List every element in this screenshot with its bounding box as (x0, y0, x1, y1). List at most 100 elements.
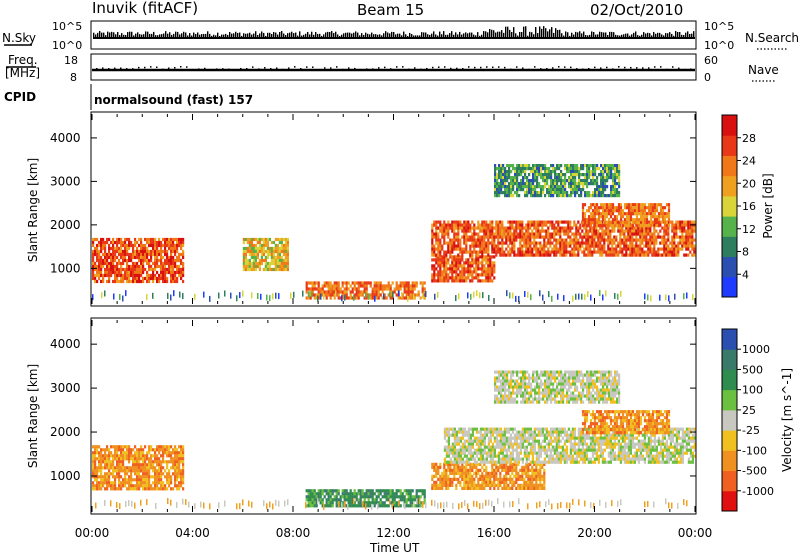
range-gate-cell (136, 267, 139, 272)
range-gate-cell (110, 460, 113, 464)
range-gate-cell (108, 252, 111, 257)
range-gate-cell (367, 281, 370, 285)
ground-scatter-cell (194, 293, 196, 300)
range-gate-cell (593, 218, 597, 222)
range-gate-cell (453, 468, 456, 472)
range-gate-cell (315, 501, 318, 505)
range-gate-cell (560, 170, 563, 174)
range-gate-cell (475, 244, 478, 248)
noise-bar (107, 31, 109, 38)
range-gate-cell (599, 244, 602, 248)
range-gate-cell (98, 457, 101, 461)
range-gate-cell (585, 244, 588, 248)
range-gate-cell (504, 182, 507, 186)
range-gate-cell (130, 481, 133, 485)
range-gate-cell (441, 258, 444, 262)
range-gate-cell (616, 164, 619, 168)
range-gate-cell (621, 232, 624, 236)
range-gate-cell (651, 250, 654, 254)
range-gate-cell (591, 218, 595, 222)
range-gate-cell (587, 229, 590, 233)
range-gate-cell (655, 215, 659, 219)
range-gate-cell (535, 226, 538, 230)
range-gate-cell (176, 276, 179, 281)
range-gate-cell (110, 273, 113, 278)
range-gate-cell (156, 478, 159, 482)
range-gate-cell (170, 261, 173, 266)
range-gate-cell (433, 279, 436, 283)
range-gate-cell (569, 220, 572, 224)
range-gate-cell (566, 179, 569, 183)
noise-bar (137, 32, 139, 38)
range-gate-cell (433, 276, 436, 280)
range-gate-cell (601, 209, 605, 213)
range-gate-cell (112, 237, 115, 242)
range-gate-cell (595, 232, 598, 236)
range-gate-cell (92, 249, 95, 254)
range-gate-cell (379, 489, 382, 493)
ground-scatter-cell (563, 295, 565, 302)
noise-bar (645, 33, 647, 38)
range-gate-cell (457, 223, 460, 227)
range-gate-cell (180, 457, 183, 461)
range-gate-cell (584, 176, 587, 180)
range-gate-cell (661, 215, 665, 219)
range-gate-cell (473, 232, 476, 236)
range-gate-cell (475, 250, 478, 254)
range-gate-cell (443, 477, 446, 481)
noise-bar (435, 34, 437, 38)
range-gate-cell (435, 241, 438, 245)
range-gate-cell (545, 235, 548, 239)
range-gate-cell (286, 258, 289, 263)
range-gate-cell (504, 173, 507, 177)
range-gate-cell (479, 235, 482, 239)
range-gate-cell (118, 487, 121, 491)
range-gate-cell (166, 255, 169, 260)
nave-label: Nave (748, 63, 779, 77)
range-gate-cell (560, 188, 563, 192)
range-gate-cell (94, 264, 97, 269)
range-gate-cell (532, 173, 535, 177)
range-gate-cell (645, 218, 649, 222)
range-gate-cell (457, 468, 460, 472)
range-gate-cell (128, 475, 131, 479)
range-gate-cell (142, 267, 145, 272)
range-gate-cell (244, 237, 247, 242)
range-gate-cell (577, 226, 580, 230)
range-gate-cell (604, 185, 607, 189)
range-gate-cell (593, 238, 596, 242)
range-gate-cell (307, 498, 310, 502)
range-gate-cell (573, 232, 576, 236)
range-gate-cell (683, 223, 686, 227)
range-gate-cell (467, 258, 470, 262)
range-gate-cell (600, 182, 603, 186)
range-gate-cell (172, 276, 175, 281)
noise-bar (557, 30, 559, 38)
range-gate-cell (407, 284, 410, 288)
range-gate-cell (623, 218, 627, 222)
range-gate-cell (126, 273, 129, 278)
range-gate-cell (441, 471, 444, 475)
range-gate-cell (597, 235, 600, 239)
range-gate-cell (615, 218, 619, 222)
range-gate-cell (683, 244, 686, 248)
range-gate-cell (284, 252, 287, 257)
range-gate-cell (437, 483, 440, 487)
range-gate-cell (284, 246, 287, 251)
range-gate-cell (395, 504, 398, 508)
range-gate-cell (178, 481, 181, 485)
range-gate-cell (500, 173, 503, 177)
range-gate-cell (469, 468, 472, 472)
range-gate-cell (518, 182, 521, 186)
range-gate-cell (519, 250, 522, 254)
range-gate-cell (116, 460, 119, 464)
range-gate-cell (449, 244, 452, 248)
range-gate-cell (371, 296, 374, 300)
range-gate-cell (130, 273, 133, 278)
range-gate-cell (551, 241, 554, 245)
range-gate-cell (601, 212, 605, 216)
range-gate-cell (144, 469, 147, 473)
range-gate-cell (459, 258, 462, 262)
range-gate-cell (369, 501, 372, 505)
range-gate-cell (250, 261, 253, 266)
